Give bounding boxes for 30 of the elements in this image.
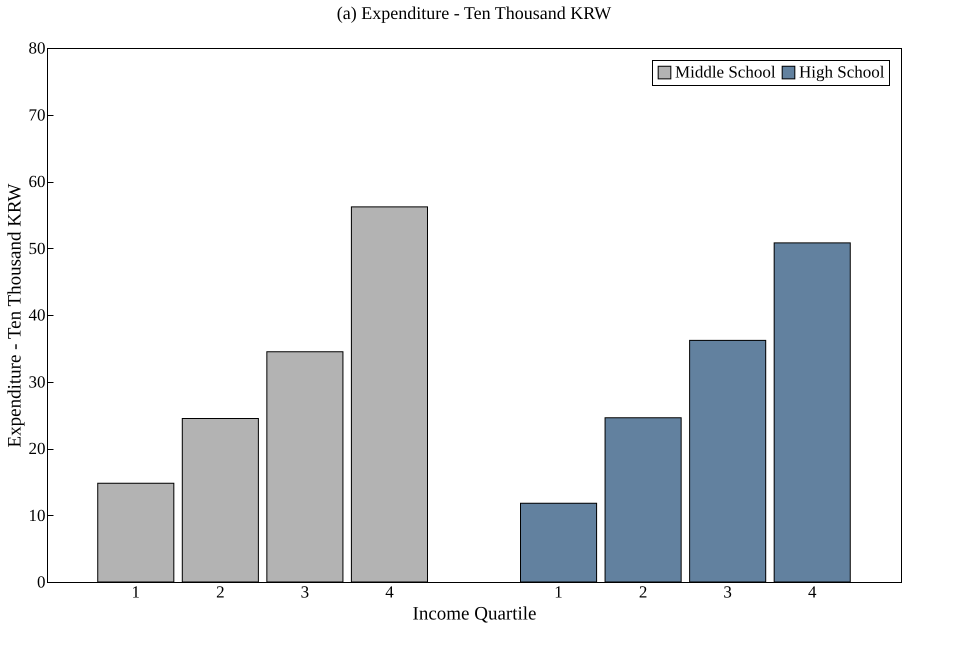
bar: [604, 417, 682, 582]
x-tick-label: 2: [638, 582, 648, 602]
x-tick-label: 3: [723, 582, 732, 602]
legend-label: High School: [799, 62, 885, 82]
x-tick-label: 3: [300, 582, 310, 602]
y-tick-label: 50: [28, 238, 46, 258]
legend-label: Middle School: [675, 62, 776, 82]
bar: [689, 340, 766, 582]
x-tick-label: 2: [216, 582, 225, 602]
x-tick-label: 1: [554, 582, 563, 602]
bar: [774, 242, 851, 582]
y-tick-label: 40: [28, 306, 46, 324]
y-tick-label: 10: [28, 506, 46, 525]
bar: [266, 351, 344, 582]
y-tick-label: 80: [28, 38, 46, 58]
chart-title: (a) Expenditure - Ten Thousand KRW: [336, 3, 612, 23]
x-tick-label: 4: [808, 582, 817, 602]
x-tick-label: 4: [385, 582, 394, 602]
y-axis-title: Expenditure - Ten Thousand KRW: [4, 183, 26, 448]
bar: [520, 502, 598, 582]
y-tick-label: 60: [28, 172, 46, 191]
y-tick-label: 0: [37, 572, 46, 592]
bar: [97, 482, 174, 582]
x-tick-label: 1: [132, 582, 140, 602]
bar: [350, 206, 428, 582]
x-axis-title: Income Quartile: [412, 604, 536, 624]
y-tick-label: 70: [28, 105, 46, 124]
bar: [182, 418, 259, 582]
y-tick-label: 20: [28, 439, 46, 458]
y-tick-label: 30: [28, 372, 46, 392]
